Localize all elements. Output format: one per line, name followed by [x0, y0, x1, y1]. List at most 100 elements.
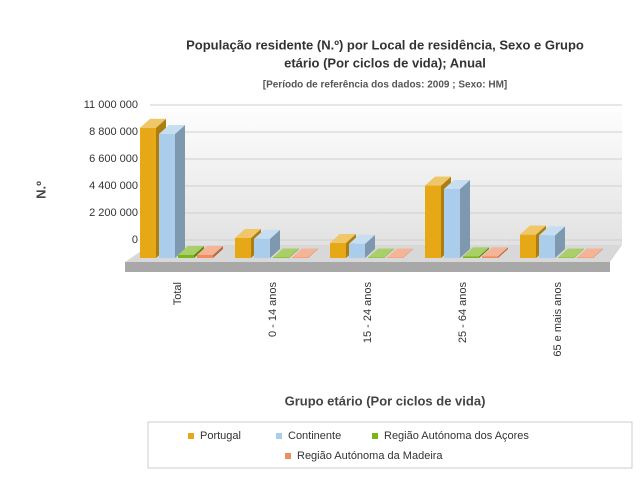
legend-marker — [188, 433, 194, 439]
bar-top — [444, 180, 470, 190]
bar-top-shade — [444, 180, 470, 190]
bar-side-shade — [175, 125, 185, 258]
bar — [159, 134, 175, 258]
bar — [463, 256, 479, 258]
legend-label: Região Autónoma dos Açores — [384, 430, 529, 442]
bar — [178, 254, 194, 258]
x-tick-label: 25 - 64 anos — [457, 282, 469, 344]
bar-top-shade — [254, 229, 280, 239]
bar — [330, 243, 346, 258]
bar-side-shade — [270, 229, 280, 258]
bar-top-shade — [140, 118, 166, 128]
legend-marker — [276, 433, 282, 439]
legend-marker — [372, 433, 378, 439]
bar-top — [159, 125, 185, 135]
bar-side-shade — [460, 180, 470, 258]
legend-label: Continente — [288, 430, 341, 442]
bar-top — [235, 228, 261, 238]
x-tick-label: 0 - 14 anos — [267, 282, 279, 338]
chart-title: População residente (N.º) por Local de r… — [186, 37, 584, 52]
bar-side-shade — [289, 248, 299, 258]
bar-top-shade — [368, 248, 394, 258]
bar-top-shade — [235, 228, 261, 238]
bar — [425, 185, 441, 258]
bar-side-shade — [365, 234, 375, 258]
legend-label: Região Autónoma da Madeira — [297, 450, 443, 462]
bar — [140, 127, 156, 258]
bar-top — [558, 248, 584, 258]
bar-top-shade — [273, 248, 299, 258]
bar-side — [194, 245, 204, 258]
bar-top — [140, 118, 166, 128]
bar-side — [593, 248, 603, 258]
bar-side-shade — [574, 248, 584, 258]
chart-subtitle: [Período de referência dos dados: 2009 ;… — [263, 80, 508, 91]
bar-top-shade — [197, 245, 223, 255]
bar — [254, 238, 270, 258]
y-tick-label: 11 000 000 — [84, 99, 138, 111]
bar-top-shade — [292, 248, 318, 258]
bar-side-shade — [194, 245, 204, 258]
legend — [147, 421, 633, 469]
bar-top-shade — [178, 245, 204, 255]
bar-top — [577, 248, 603, 258]
bar-side — [498, 247, 508, 258]
bar-side-shade — [479, 247, 489, 258]
y-tick-label: 6 600 000 — [89, 153, 138, 165]
bar-top-shade — [349, 234, 375, 244]
back-wall — [150, 100, 622, 245]
bar-top-shade — [482, 247, 508, 257]
bar-top — [520, 225, 546, 235]
bar-top — [482, 247, 508, 257]
y-tick-label: 2 200 000 — [89, 207, 138, 219]
x-tick-label: 65 e mais anos — [552, 282, 564, 357]
bar-top — [539, 226, 565, 236]
x-tick-label: Total — [172, 282, 184, 305]
bar-top — [197, 245, 223, 255]
bar — [520, 234, 536, 258]
bar-side — [479, 247, 489, 258]
bar-side — [213, 245, 223, 258]
bar-top-shade — [425, 176, 451, 186]
bar — [273, 257, 289, 258]
y-tick-label: 8 800 000 — [89, 126, 138, 138]
bar-top-shade — [463, 247, 489, 257]
bar-top — [463, 247, 489, 257]
bar-top — [254, 229, 280, 239]
bar-top — [368, 248, 394, 258]
bar-top-shade — [159, 125, 185, 135]
bar-top — [292, 248, 318, 258]
bar-side — [289, 248, 299, 258]
bar-side-shade — [308, 248, 318, 258]
bar-side-shade — [384, 248, 394, 258]
y-tick-label: 0 — [132, 234, 138, 246]
legend-label: Portugal — [200, 430, 241, 442]
bar-side-shade — [555, 226, 565, 258]
bar-top-shade — [558, 248, 584, 258]
bar-top-shade — [539, 226, 565, 236]
bar — [197, 254, 213, 258]
legend-marker — [285, 453, 291, 459]
bar-top — [387, 248, 413, 258]
x-tick-label: 15 - 24 anos — [362, 282, 374, 344]
bar-side-shade — [498, 247, 508, 258]
bar-top — [178, 245, 204, 255]
bar-side — [270, 229, 280, 258]
bar-side — [460, 180, 470, 258]
bar-side — [308, 248, 318, 258]
bar-top — [273, 248, 299, 258]
bar-side-shade — [403, 248, 413, 258]
y-axis-title: N.º — [33, 181, 48, 199]
bar-side — [403, 248, 413, 258]
bar-top-shade — [520, 225, 546, 235]
bar-side — [175, 125, 185, 258]
bar — [235, 237, 251, 258]
bar-top — [330, 234, 356, 244]
bar-side-shade — [213, 245, 223, 258]
bar-side-shade — [593, 248, 603, 258]
bar-top-shade — [330, 234, 356, 244]
x-axis-title: Grupo etário (Por ciclos de vida) — [285, 393, 486, 408]
y-tick-label: 4 400 000 — [89, 180, 138, 192]
bar — [444, 189, 460, 258]
